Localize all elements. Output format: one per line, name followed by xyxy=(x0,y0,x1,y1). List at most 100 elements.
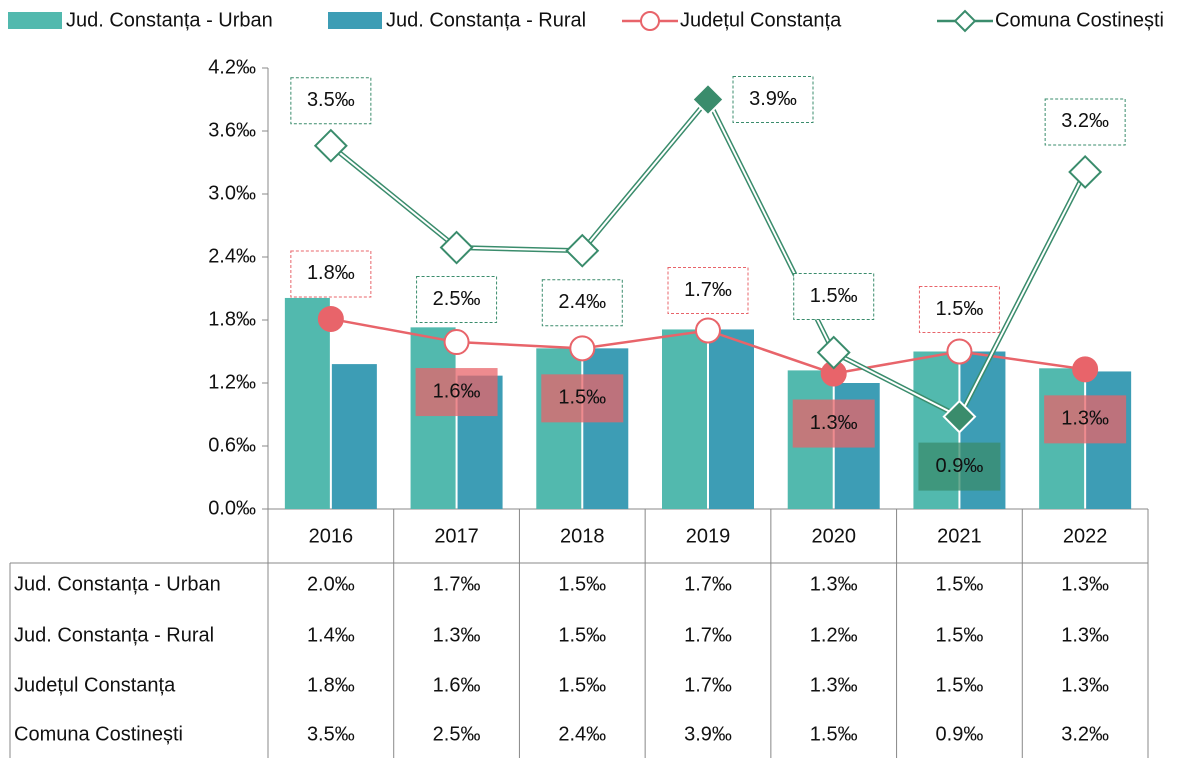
marker xyxy=(691,82,725,117)
row-label: Județul Constanța xyxy=(14,674,176,696)
data-label: 3.5‰ xyxy=(307,89,355,111)
label-box xyxy=(416,276,498,324)
table-cell: 2.5‰ xyxy=(433,723,481,745)
y-tick-label: 2.4‰ xyxy=(208,245,256,267)
legend-marker xyxy=(953,9,977,33)
bar xyxy=(331,364,377,509)
x-tick-label: 2021 xyxy=(937,525,982,547)
table-cell: 1.5‰ xyxy=(936,624,984,646)
marker xyxy=(695,317,721,344)
x-tick-label: 2017 xyxy=(434,525,479,547)
marker xyxy=(1072,356,1099,383)
marker xyxy=(439,230,474,265)
legend-swatch xyxy=(8,12,62,29)
x-tick-label: 2018 xyxy=(560,525,605,547)
table-cell: 1.3‰ xyxy=(1061,674,1109,696)
y-tick-label: 1.8‰ xyxy=(208,308,256,330)
bar xyxy=(709,329,754,509)
table-cell: 1.2‰ xyxy=(810,624,858,646)
marker xyxy=(569,335,596,362)
marker xyxy=(816,335,851,370)
table-cell: 2.0‰ xyxy=(307,573,355,595)
bar xyxy=(284,297,330,509)
table-cell: 1.3‰ xyxy=(810,573,858,595)
table-cell: 1.7‰ xyxy=(684,674,732,696)
label-box xyxy=(541,279,623,327)
label-box xyxy=(732,76,814,123)
table-cell: 3.2‰ xyxy=(1061,723,1109,745)
table-cell: 3.5‰ xyxy=(307,723,355,745)
bar xyxy=(662,329,707,509)
table-cell: 3.9‰ xyxy=(684,723,732,745)
table-cell: 1.5‰ xyxy=(936,674,984,696)
bar xyxy=(410,327,456,509)
y-tick-label: 4.2‰ xyxy=(208,56,256,78)
legend-swatch xyxy=(328,12,382,29)
row-label: Jud. Constanța - Urban xyxy=(14,573,221,595)
x-tick-label: 2022 xyxy=(1063,525,1108,547)
y-tick-label: 1.2‰ xyxy=(208,371,256,393)
label-box xyxy=(1044,98,1126,146)
data-label: 2.5‰ xyxy=(433,288,481,310)
marker xyxy=(313,128,348,163)
table-cell: 1.3‰ xyxy=(433,624,481,646)
table-cell: 1.8‰ xyxy=(307,674,355,696)
data-label: 1.7‰ xyxy=(684,279,732,301)
legend-label: Județul Constanța xyxy=(680,9,842,31)
data-label: 1.3‰ xyxy=(810,412,858,434)
marker xyxy=(946,338,973,365)
data-label: 3.9‰ xyxy=(749,88,797,110)
label-box xyxy=(792,399,875,448)
marker xyxy=(317,305,344,332)
data-label: 1.8‰ xyxy=(307,262,355,284)
table-cell: 2.4‰ xyxy=(558,723,606,745)
label-box xyxy=(918,442,1001,491)
table-cell: 1.5‰ xyxy=(558,674,606,696)
table-cell: 1.3‰ xyxy=(810,674,858,696)
y-tick-label: 3.6‰ xyxy=(208,119,256,141)
table-cell: 1.5‰ xyxy=(936,573,984,595)
label-box xyxy=(541,374,624,423)
label-box xyxy=(1044,395,1127,444)
bar xyxy=(536,348,582,509)
bar xyxy=(583,348,629,509)
label-box xyxy=(918,286,1000,333)
marker xyxy=(443,329,470,356)
label-box xyxy=(793,273,875,321)
data-label: 0.9‰ xyxy=(936,455,984,477)
data-label: 3.2‰ xyxy=(1061,110,1109,132)
data-label: 1.5‰ xyxy=(936,298,984,320)
legend-marker xyxy=(640,11,660,31)
legend-label: Comuna Costinești xyxy=(995,9,1164,31)
label-box xyxy=(290,77,372,125)
data-label: 1.5‰ xyxy=(558,387,606,409)
data-label: 1.3‰ xyxy=(1061,408,1109,430)
table-cell: 1.4‰ xyxy=(307,624,355,646)
table-cell: 1.7‰ xyxy=(684,624,732,646)
x-tick-label: 2016 xyxy=(309,525,354,547)
table-cell: 1.5‰ xyxy=(558,573,606,595)
table-cell: 1.5‰ xyxy=(558,624,606,646)
legend-label: Jud. Constanța - Rural xyxy=(386,9,586,31)
data-label: 1.6‰ xyxy=(433,380,481,402)
table-cell: 1.6‰ xyxy=(433,674,481,696)
row-label: Jud. Constanța - Rural xyxy=(14,624,214,646)
y-tick-label: 0.6‰ xyxy=(208,434,256,456)
table-cell: 1.3‰ xyxy=(1061,573,1109,595)
marker xyxy=(565,233,600,268)
table-cell: 0.9‰ xyxy=(936,723,984,745)
x-tick-label: 2020 xyxy=(811,525,856,547)
table-cell: 1.3‰ xyxy=(1061,624,1109,646)
legend-label: Jud. Constanța - Urban xyxy=(66,9,273,31)
row-label: Comuna Costinești xyxy=(14,723,183,745)
table-cell: 1.7‰ xyxy=(433,573,481,595)
label-box xyxy=(415,368,498,417)
label-box xyxy=(290,250,372,298)
table-cell: 1.5‰ xyxy=(810,723,858,745)
data-label: 2.4‰ xyxy=(558,291,606,313)
label-box xyxy=(667,267,749,314)
table-cell: 1.7‰ xyxy=(684,573,732,595)
data-label: 1.5‰ xyxy=(810,285,858,307)
x-tick-label: 2019 xyxy=(686,525,731,547)
